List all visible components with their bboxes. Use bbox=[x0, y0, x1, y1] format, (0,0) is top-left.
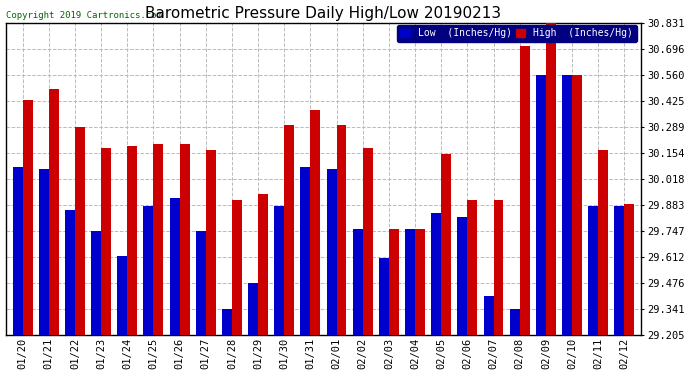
Bar bbox=[144, 206, 153, 335]
Bar bbox=[248, 283, 258, 335]
Bar bbox=[127, 146, 137, 335]
Bar bbox=[457, 217, 467, 335]
Bar bbox=[337, 125, 346, 335]
Bar bbox=[520, 46, 530, 335]
Bar bbox=[467, 200, 477, 335]
Legend: Low  (Inches/Hg), High  (Inches/Hg): Low (Inches/Hg), High (Inches/Hg) bbox=[397, 25, 637, 42]
Bar bbox=[546, 23, 556, 335]
Bar bbox=[170, 198, 179, 335]
Bar bbox=[206, 150, 216, 335]
Bar bbox=[222, 309, 232, 335]
Bar bbox=[589, 206, 598, 335]
Bar bbox=[624, 204, 634, 335]
Bar bbox=[310, 110, 320, 335]
Bar bbox=[65, 210, 75, 335]
Bar bbox=[405, 229, 415, 335]
Text: Copyright 2019 Cartronics.com: Copyright 2019 Cartronics.com bbox=[6, 11, 161, 20]
Bar bbox=[389, 229, 399, 335]
Bar bbox=[153, 144, 164, 335]
Bar bbox=[326, 169, 337, 335]
Bar bbox=[284, 125, 294, 335]
Bar bbox=[353, 229, 363, 335]
Bar bbox=[363, 148, 373, 335]
Bar bbox=[75, 127, 85, 335]
Title: Barometric Pressure Daily High/Low 20190213: Barometric Pressure Daily High/Low 20190… bbox=[146, 6, 502, 21]
Bar bbox=[493, 200, 504, 335]
Bar bbox=[12, 167, 23, 335]
Bar bbox=[572, 75, 582, 335]
Bar bbox=[49, 88, 59, 335]
Bar bbox=[598, 150, 608, 335]
Bar bbox=[536, 75, 546, 335]
Bar bbox=[431, 213, 441, 335]
Bar bbox=[23, 100, 32, 335]
Bar bbox=[232, 200, 241, 335]
Bar bbox=[39, 169, 49, 335]
Bar bbox=[196, 231, 206, 335]
Bar bbox=[117, 256, 127, 335]
Bar bbox=[510, 309, 520, 335]
Bar bbox=[101, 148, 111, 335]
Bar bbox=[179, 144, 190, 335]
Bar bbox=[562, 75, 572, 335]
Bar bbox=[484, 296, 493, 335]
Bar bbox=[300, 167, 310, 335]
Bar bbox=[379, 258, 389, 335]
Bar bbox=[441, 154, 451, 335]
Bar bbox=[258, 194, 268, 335]
Bar bbox=[415, 229, 425, 335]
Bar bbox=[614, 206, 624, 335]
Bar bbox=[275, 206, 284, 335]
Bar bbox=[91, 231, 101, 335]
